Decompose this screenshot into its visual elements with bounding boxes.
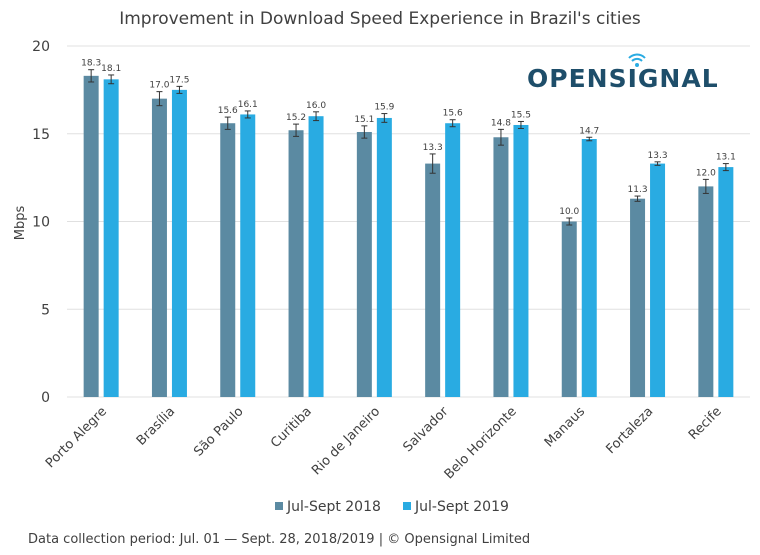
error-bar — [244, 110, 251, 119]
error-bar — [654, 161, 661, 166]
x-tick-label: Manaus — [542, 404, 588, 450]
bar-2018 — [356, 131, 372, 397]
bar-2018 — [288, 130, 304, 398]
x-tick-label: Fortaleza — [604, 404, 657, 457]
y-tick-label: 10 — [32, 215, 50, 231]
bar-2019 — [240, 114, 256, 397]
error-bar — [156, 91, 163, 107]
data-label: 15.2 — [286, 113, 306, 123]
x-tick-label: Recife — [686, 404, 725, 443]
opensignal-logo: OPENSIGNAL — [527, 53, 719, 93]
data-label: 16.1 — [238, 100, 258, 110]
data-label: 16.0 — [306, 101, 326, 111]
legend-label-2019: Jul-Sept 2019 — [414, 499, 509, 515]
y-axis-ticks: 0 5 10 15 20 — [32, 39, 50, 406]
bar-2018 — [425, 163, 441, 397]
y-tick-label: 5 — [41, 302, 50, 318]
bars: 18.318.117.017.515.616.115.216.015.115.9… — [81, 59, 736, 398]
data-label: 14.8 — [491, 118, 511, 128]
x-tick-label: Brasília — [134, 404, 178, 448]
y-tick-label: 15 — [32, 127, 50, 143]
bar-2018 — [630, 198, 646, 397]
bar-2018 — [220, 123, 236, 397]
data-label: 11.3 — [628, 185, 648, 195]
bar-2019 — [513, 124, 529, 397]
error-bar — [224, 116, 231, 130]
bar-2019 — [445, 123, 461, 397]
error-bar — [88, 69, 95, 83]
bar-2019 — [650, 163, 666, 397]
legend-swatch-2018 — [275, 502, 283, 510]
y-axis-label: Mbps — [13, 206, 28, 241]
error-bar — [586, 136, 593, 142]
error-bar — [429, 153, 436, 174]
bar-2019 — [581, 139, 597, 397]
error-bar — [381, 113, 388, 123]
x-tick-label: Porto Alegre — [43, 404, 110, 471]
data-label: 13.3 — [423, 143, 443, 153]
x-tick-label: Belo Horizonte — [442, 404, 520, 482]
error-bar — [449, 119, 456, 128]
data-label: 17.5 — [169, 75, 189, 85]
chart-title: Improvement in Download Speed Experience… — [119, 9, 641, 29]
data-label: 15.1 — [354, 115, 374, 125]
footer-note: Data collection period: Jul. 01 — Sept. … — [28, 532, 530, 547]
error-bar — [108, 74, 115, 85]
bar-2019 — [171, 89, 187, 397]
data-label: 15.9 — [374, 103, 394, 113]
data-label: 17.0 — [149, 81, 169, 91]
y-tick-label: 20 — [32, 39, 50, 55]
error-bar — [702, 178, 709, 194]
signal-wave-icon — [628, 53, 646, 67]
error-bar — [313, 111, 320, 122]
y-tick-label: 0 — [41, 390, 50, 406]
data-label: 18.3 — [81, 59, 101, 69]
data-label: 10.0 — [559, 207, 579, 217]
error-bar — [497, 128, 504, 146]
error-bar — [293, 123, 300, 137]
x-tick-label: Salvador — [401, 404, 452, 455]
bar-2018 — [698, 186, 714, 397]
error-bar — [634, 195, 641, 202]
data-label: 15.5 — [511, 110, 531, 120]
bar-2019 — [718, 167, 734, 397]
bar-2018 — [493, 137, 509, 397]
bar-2019 — [308, 116, 324, 397]
bar-2018 — [561, 221, 577, 397]
error-bar — [722, 163, 729, 172]
legend: Jul-Sept 2018 Jul-Sept 2019 — [275, 499, 509, 515]
legend-swatch-2019 — [403, 502, 411, 510]
error-bar — [566, 217, 573, 226]
bar-2018 — [83, 75, 99, 398]
error-bar — [361, 125, 368, 139]
x-tick-label: São Paulo — [191, 404, 246, 459]
data-label: 18.1 — [101, 64, 121, 74]
gridlines — [67, 45, 750, 398]
legend-label-2018: Jul-Sept 2018 — [286, 499, 381, 515]
bar-2019 — [103, 79, 119, 397]
logo-text-part-2: GNAL — [638, 64, 719, 93]
data-label: 13.3 — [648, 151, 668, 161]
x-tick-label: Rio de Janeiro — [309, 404, 383, 478]
bar-2018 — [151, 98, 167, 398]
bar-2019 — [376, 117, 392, 397]
data-label: 15.6 — [218, 106, 238, 116]
x-tick-label: Curitiba — [268, 404, 315, 451]
data-label: 14.7 — [579, 126, 599, 136]
error-bar — [517, 120, 524, 129]
logo-i-letter: I — [628, 64, 638, 93]
logo-text: OPENSIGNAL — [527, 64, 719, 93]
data-label: 12.0 — [696, 168, 716, 178]
error-bar — [176, 85, 183, 94]
logo-text-part-1: OPENS — [527, 64, 628, 93]
x-axis-ticks: Porto Alegre Brasília São Paulo CuritibaRio… — [43, 404, 725, 483]
data-label: 15.6 — [443, 109, 463, 119]
data-label: 13.1 — [716, 153, 736, 163]
